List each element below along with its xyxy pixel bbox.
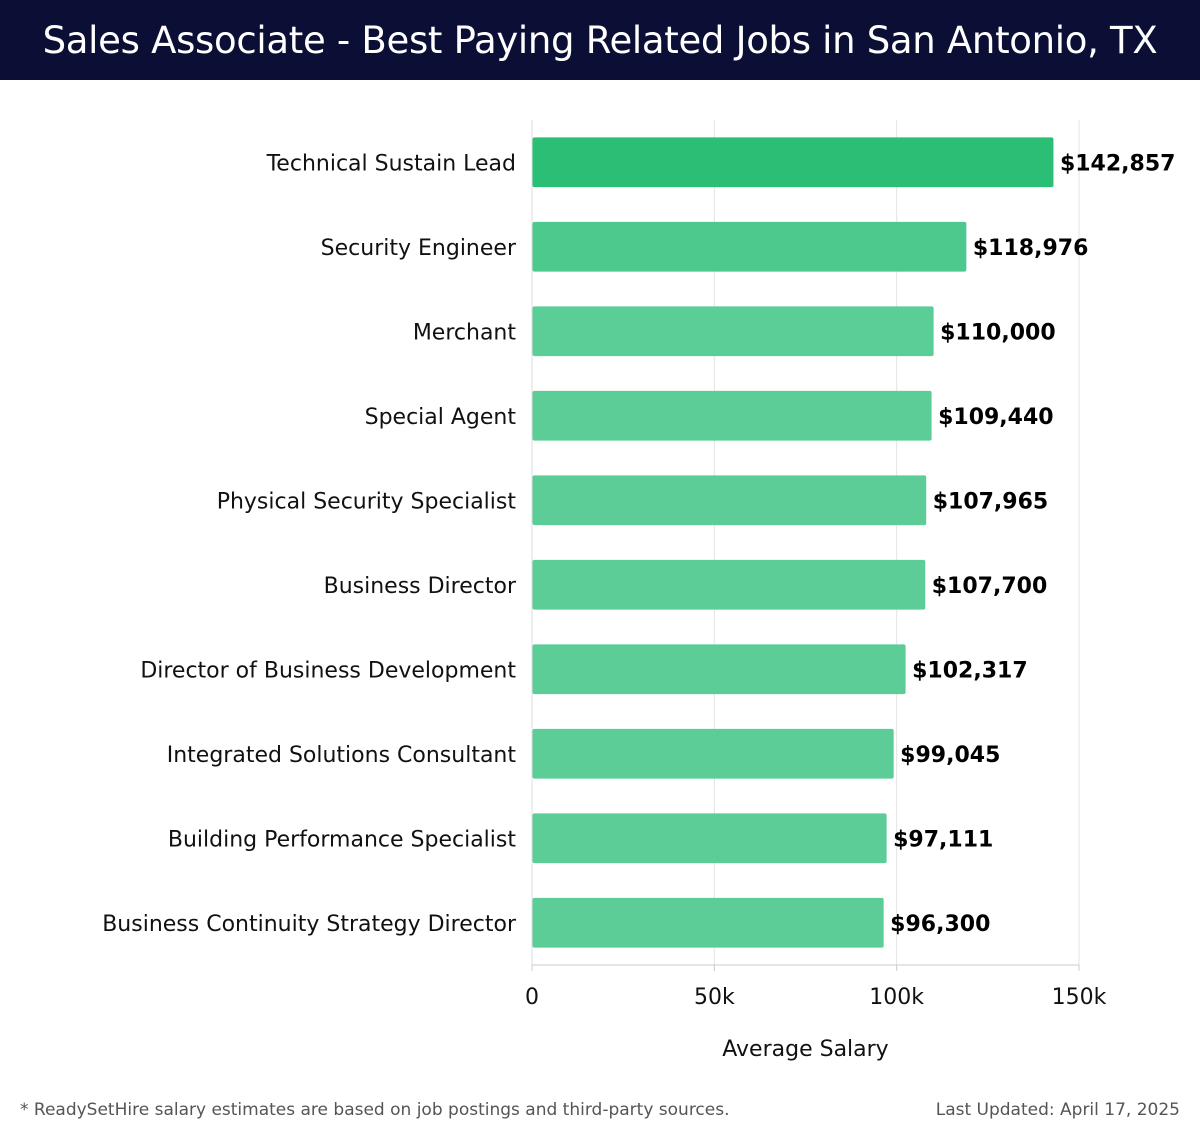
bars bbox=[532, 137, 1054, 948]
bar-3 bbox=[532, 390, 932, 441]
last-updated: Last Updated: April 17, 2025 bbox=[935, 1100, 1180, 1120]
bar-0 bbox=[532, 137, 1054, 188]
bar-2 bbox=[532, 306, 934, 357]
category-label: Integrated Solutions Consultant bbox=[167, 743, 517, 768]
x-tick-label: 50k bbox=[694, 985, 735, 1010]
category-label: Business Director bbox=[324, 574, 517, 599]
category-label: Business Continuity Strategy Director bbox=[102, 912, 517, 937]
category-label: Building Performance Specialist bbox=[168, 827, 516, 852]
category-labels: Technical Sustain Lead Security Engineer M… bbox=[102, 151, 517, 937]
category-label: Director of Business Development bbox=[140, 658, 516, 683]
x-tick-label: 0 bbox=[525, 985, 539, 1010]
category-label: Security Engineer bbox=[321, 236, 517, 261]
bar-8 bbox=[532, 813, 887, 864]
value-label: $110,000 bbox=[940, 320, 1056, 345]
value-label: $102,317 bbox=[912, 658, 1028, 683]
value-label: $142,857 bbox=[1060, 151, 1176, 176]
category-label: Physical Security Specialist bbox=[217, 489, 517, 514]
bar-5 bbox=[532, 559, 926, 610]
bar-6 bbox=[532, 644, 906, 695]
x-axis-title: Average Salary bbox=[722, 1037, 888, 1062]
value-label: $99,045 bbox=[900, 743, 1000, 768]
x-axis: 0 50k 100k 150k Average Salary bbox=[525, 120, 1107, 1062]
x-tick-label: 100k bbox=[869, 985, 924, 1010]
source-note: * ReadySetHire salary estimates are base… bbox=[20, 1100, 730, 1120]
value-label: $97,111 bbox=[893, 827, 993, 852]
x-tick-label: 150k bbox=[1052, 985, 1107, 1010]
value-label: $96,300 bbox=[890, 912, 990, 937]
bar-7 bbox=[532, 728, 894, 779]
chart-title: Sales Associate - Best Paying Related Jo… bbox=[42, 18, 1158, 62]
category-label: Special Agent bbox=[365, 405, 517, 430]
value-label: $109,440 bbox=[938, 405, 1054, 430]
value-label: $118,976 bbox=[973, 236, 1089, 261]
bar-9 bbox=[532, 897, 884, 948]
category-label: Technical Sustain Lead bbox=[266, 151, 516, 176]
value-labels: $142,857 $118,976 $110,000 $109,440 $107,965… bbox=[890, 151, 1175, 937]
bar-chart: Technical Sustain Lead Security Engineer M… bbox=[102, 120, 1175, 1062]
value-label: $107,700 bbox=[932, 574, 1048, 599]
title-bar: Sales Associate - Best Paying Related Jo… bbox=[0, 0, 1200, 80]
value-label: $107,965 bbox=[933, 489, 1049, 514]
bar-1 bbox=[532, 221, 967, 272]
bar-4 bbox=[532, 475, 927, 526]
category-label: Merchant bbox=[413, 320, 517, 345]
